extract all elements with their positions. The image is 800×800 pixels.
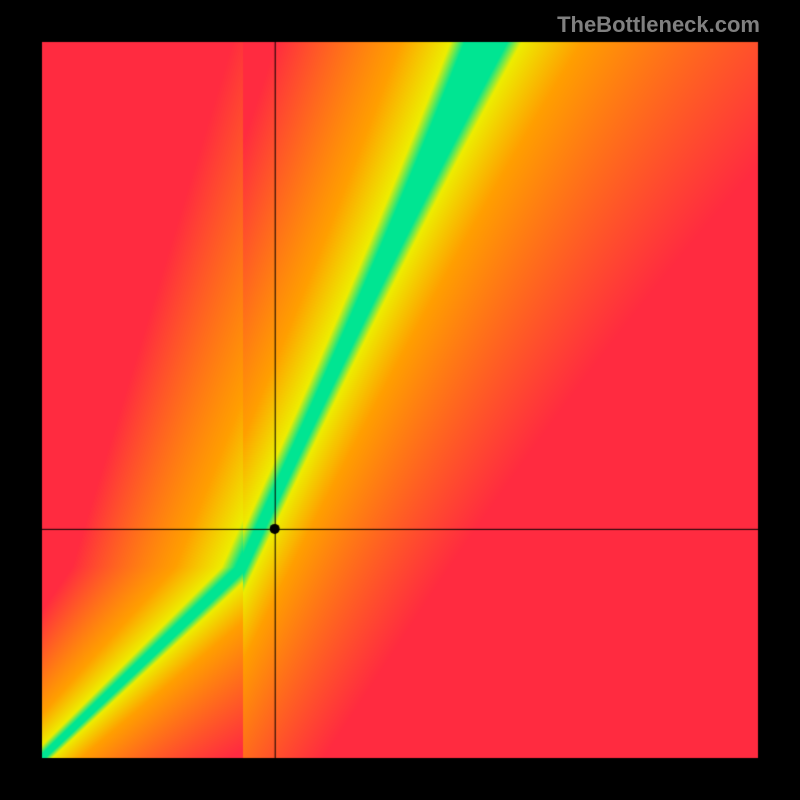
bottleneck-heatmap [0, 0, 800, 800]
watermark-text: TheBottleneck.com [557, 12, 760, 38]
